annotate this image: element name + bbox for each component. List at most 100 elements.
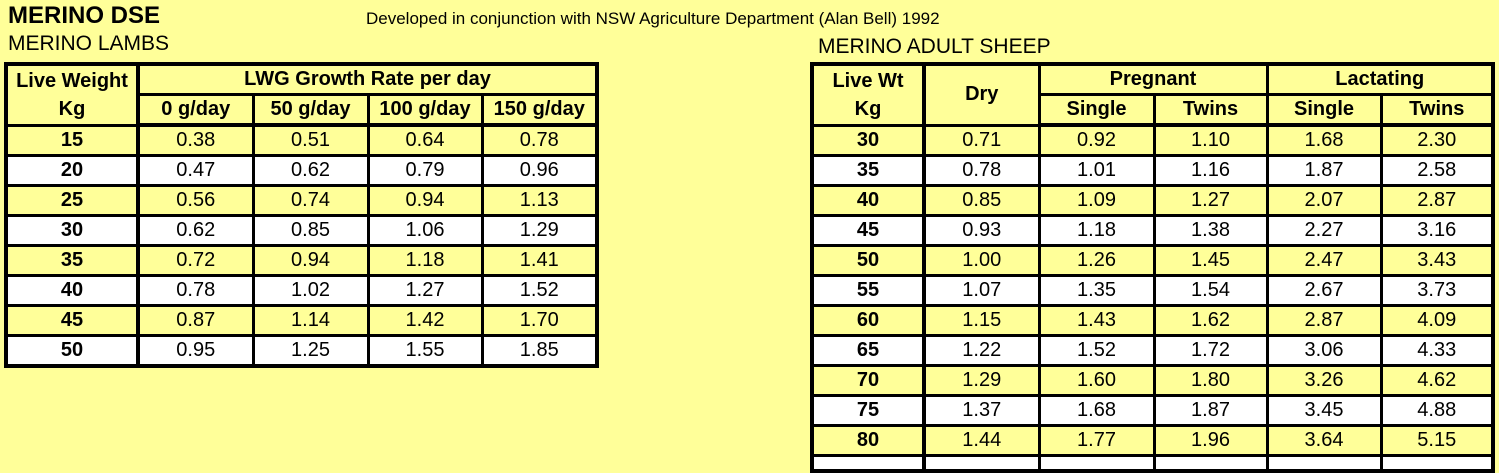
adult-dse-value-cell: 1.62 bbox=[1152, 304, 1269, 337]
adult-dse-value-cell: 1.00 bbox=[922, 244, 1041, 277]
adult-dse-value-cell: 1.37 bbox=[922, 394, 1041, 427]
lambs-data-row: 40 0.78 1.02 1.27 1.52 bbox=[4, 274, 599, 307]
adult-row-header-cell: Live Wt Kg bbox=[810, 62, 926, 127]
lambs-data-row: 35 0.72 0.94 1.18 1.41 bbox=[4, 244, 599, 277]
adult-data-row: 50 1.00 1.26 1.45 2.47 3.43 bbox=[810, 244, 1495, 277]
lambs-dse-value-cell: 1.55 bbox=[366, 334, 484, 368]
adult-cutoff-partial-row bbox=[810, 454, 1495, 473]
lambs-data-row: 50 0.95 1.25 1.55 1.85 bbox=[4, 334, 599, 368]
adult-weight-cell: 80 bbox=[810, 424, 926, 457]
lambs-dse-value-cell: 0.74 bbox=[251, 184, 370, 217]
adult-col-header-lactating-twins: Twins bbox=[1379, 93, 1495, 127]
adult-dse-value-cell: 2.07 bbox=[1265, 184, 1383, 217]
lambs-dse-value-cell: 1.13 bbox=[480, 184, 599, 217]
lambs-weight-cell: 30 bbox=[4, 214, 140, 247]
adult-dse-value-cell: 1.87 bbox=[1265, 154, 1383, 187]
adult-col-header-lactating-single: Single bbox=[1265, 93, 1383, 127]
adult-dse-value-cell: 1.15 bbox=[922, 304, 1041, 337]
adult-dse-value-cell: 1.38 bbox=[1152, 214, 1269, 247]
lambs-dse-value-cell: 0.87 bbox=[136, 304, 255, 337]
merino-lambs-table: Live Weight Kg LWG Growth Rate per day 0… bbox=[4, 62, 600, 368]
page-title: MERINO DSE bbox=[8, 2, 161, 29]
adult-dse-value-cell: 1.72 bbox=[1152, 334, 1269, 367]
lambs-dse-value-cell: 0.79 bbox=[366, 154, 484, 187]
adult-weight-cell: 60 bbox=[810, 304, 926, 337]
adult-dse-value-cell: 2.47 bbox=[1265, 244, 1383, 277]
lambs-dse-value-cell: 1.06 bbox=[366, 214, 484, 247]
adult-dse-value-cell: 4.88 bbox=[1379, 394, 1495, 427]
adult-dse-value-cell: 1.77 bbox=[1037, 424, 1156, 457]
adult-dse-value-cell: 1.60 bbox=[1037, 364, 1156, 397]
lambs-row-header-line2: Kg bbox=[58, 97, 86, 120]
adult-dse-value-cell: 2.58 bbox=[1379, 154, 1495, 187]
lambs-data-row: 45 0.87 1.14 1.42 1.70 bbox=[4, 304, 599, 337]
lambs-dse-value-cell: 1.14 bbox=[251, 304, 370, 337]
adult-dse-value-cell: 3.06 bbox=[1265, 334, 1383, 367]
adult-data-row: 75 1.37 1.68 1.87 3.45 4.88 bbox=[810, 394, 1495, 427]
adult-weight-cell: 55 bbox=[810, 274, 926, 307]
lambs-col-header-50gday: 50 g/day bbox=[251, 93, 370, 127]
adult-data-row: 80 1.44 1.77 1.96 3.64 5.15 bbox=[810, 424, 1495, 457]
lambs-dse-value-cell: 1.52 bbox=[480, 274, 599, 307]
adult-dse-value-cell: 2.87 bbox=[1379, 184, 1495, 217]
lambs-dse-value-cell: 0.96 bbox=[480, 154, 599, 187]
adult-dse-value-cell: 1.35 bbox=[1037, 274, 1156, 307]
lambs-data-row: 15 0.38 0.51 0.64 0.78 bbox=[4, 123, 599, 157]
adult-dse-value-cell: 3.43 bbox=[1379, 244, 1495, 277]
adult-weight-cell: 45 bbox=[810, 214, 926, 247]
lambs-weight-cell: 45 bbox=[4, 304, 140, 337]
adult-data-row: 45 0.93 1.18 1.38 2.27 3.16 bbox=[810, 214, 1495, 247]
lambs-dse-value-cell: 1.02 bbox=[251, 274, 370, 307]
adult-col-header-pregnant-single: Single bbox=[1037, 93, 1156, 127]
lambs-data-row: 30 0.62 0.85 1.06 1.29 bbox=[4, 214, 599, 247]
lambs-dse-value-cell: 0.38 bbox=[136, 123, 255, 157]
adult-weight-cell: 50 bbox=[810, 244, 926, 277]
adult-dse-value-cell: 1.26 bbox=[1037, 244, 1156, 277]
lambs-dse-value-cell: 1.25 bbox=[251, 334, 370, 368]
adult-dse-value-cell: 1.18 bbox=[1037, 214, 1156, 247]
adult-data-row: 65 1.22 1.52 1.72 3.06 4.33 bbox=[810, 334, 1495, 367]
adult-group-header-lactating: Lactating bbox=[1265, 62, 1495, 96]
adult-table-caption: MERINO ADULT SHEEP bbox=[818, 35, 1051, 58]
adult-dse-value-cell: 1.16 bbox=[1152, 154, 1269, 187]
adult-dse-value-cell: 1.07 bbox=[922, 274, 1041, 307]
adult-dse-value-cell: 1.87 bbox=[1152, 394, 1269, 427]
adult-dse-value-cell: 1.96 bbox=[1152, 424, 1269, 457]
adult-row-header-line1: Live Wt bbox=[832, 69, 904, 92]
adult-data-row: 35 0.78 1.01 1.16 1.87 2.58 bbox=[810, 154, 1495, 187]
adult-data-row: 60 1.15 1.43 1.62 2.87 4.09 bbox=[810, 304, 1495, 337]
lambs-row-header-line1: Live Weight bbox=[16, 69, 128, 92]
adult-col-header-dry: Dry bbox=[922, 62, 1041, 127]
adult-dse-value-cell: 4.33 bbox=[1379, 334, 1495, 367]
adult-dse-value-cell: 1.10 bbox=[1152, 123, 1269, 157]
lambs-dse-value-cell: 1.29 bbox=[480, 214, 599, 247]
lambs-weight-cell: 40 bbox=[4, 274, 140, 307]
adult-dse-value-cell: 1.52 bbox=[1037, 334, 1156, 367]
lambs-dse-value-cell: 1.85 bbox=[480, 334, 599, 368]
lambs-row-header-cell: Live Weight Kg bbox=[4, 62, 140, 127]
merino-adult-sheep-table: Live Wt Kg Dry Pregnant Lactating Single… bbox=[810, 62, 1495, 473]
adult-dse-value-cell bbox=[922, 454, 1041, 473]
adult-header-row-1: Live Wt Kg Dry Pregnant Lactating bbox=[810, 62, 1495, 127]
lambs-dse-value-cell: 1.18 bbox=[366, 244, 484, 277]
lambs-dse-value-cell: 1.70 bbox=[480, 304, 599, 337]
adult-dse-value-cell: 2.30 bbox=[1379, 123, 1495, 157]
lambs-weight-cell: 15 bbox=[4, 123, 140, 157]
adult-dse-value-cell: 1.22 bbox=[922, 334, 1041, 367]
lambs-weight-cell: 50 bbox=[4, 334, 140, 368]
lambs-dse-value-cell: 0.94 bbox=[366, 184, 484, 217]
adult-data-row: 70 1.29 1.60 1.80 3.26 4.62 bbox=[810, 364, 1495, 397]
adult-header-row-2: Single Twins Single Twins bbox=[812, 93, 1495, 127]
adult-dse-value-cell: 0.85 bbox=[922, 184, 1041, 217]
adult-dse-value-cell: 1.09 bbox=[1037, 184, 1156, 217]
adult-dse-value-cell: 0.71 bbox=[922, 123, 1041, 157]
lambs-dse-value-cell: 0.78 bbox=[480, 123, 599, 157]
adult-dse-value-cell: 1.68 bbox=[1265, 123, 1383, 157]
adult-dse-value-cell bbox=[1379, 454, 1495, 473]
adult-dse-value-cell: 5.15 bbox=[1379, 424, 1495, 457]
lambs-table-caption: MERINO LAMBS bbox=[8, 32, 170, 55]
lambs-dse-value-cell: 1.42 bbox=[366, 304, 484, 337]
adult-dse-value-cell: 3.73 bbox=[1379, 274, 1495, 307]
lambs-dse-value-cell: 0.62 bbox=[251, 154, 370, 187]
adult-dse-value-cell: 1.43 bbox=[1037, 304, 1156, 337]
